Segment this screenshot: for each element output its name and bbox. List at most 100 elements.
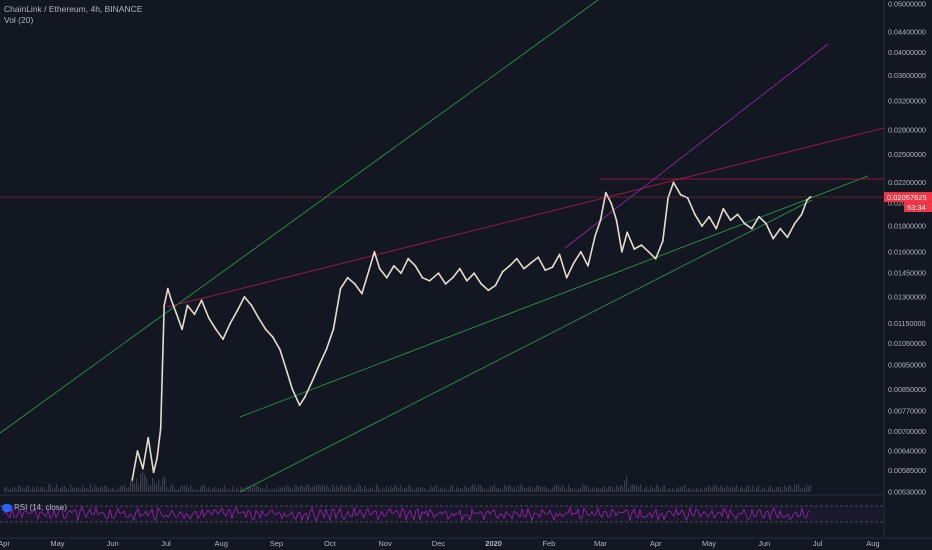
volume-bar [310, 487, 312, 492]
price-point [286, 371, 288, 373]
volume-bar [778, 487, 780, 492]
volume-bar [478, 484, 480, 492]
volume-bar [782, 489, 784, 492]
volume-bar [588, 486, 590, 492]
volume-legend[interactable]: Vol (20) [4, 15, 34, 25]
price-tick-label: 0.03200000 [888, 97, 926, 106]
volume-bar [128, 487, 130, 492]
volume-bar [222, 488, 224, 492]
volume-bar [192, 488, 194, 492]
volume-bar [98, 488, 100, 492]
price-point [537, 256, 540, 259]
price-tick-label: 0.01600000 [888, 247, 926, 256]
volume-bar [12, 487, 14, 492]
rsi-legend[interactable]: RSI (14, close) [2, 503, 67, 512]
volume-bar [766, 489, 768, 492]
volume-bar [114, 489, 116, 492]
volume-bar [584, 485, 586, 492]
volume-bar [520, 484, 522, 492]
volume-bar [526, 487, 528, 492]
price-point [264, 328, 267, 331]
volume-bar [612, 487, 614, 492]
volume-bar [524, 487, 526, 492]
volume-bar [266, 484, 268, 492]
volume-bar [322, 484, 324, 492]
volume-bar [216, 489, 218, 492]
symbol-title[interactable]: ChainLink / Ethereum, 4h, BINANCE [4, 4, 143, 14]
price-point [594, 235, 596, 237]
volume-bar [586, 486, 588, 492]
price-point [686, 197, 689, 199]
volume-bar [74, 488, 76, 492]
price-point [615, 219, 618, 222]
price-tick-label: 0.00850000 [888, 385, 926, 394]
volume-bar [226, 489, 228, 492]
time-tick-label: Apr [0, 539, 10, 548]
volume-bar [708, 485, 710, 492]
volume-bar [90, 484, 92, 492]
price-point [800, 213, 803, 216]
volume-bar [402, 488, 404, 492]
volume-bar [236, 487, 238, 492]
volume-bar [376, 484, 378, 492]
price-point [604, 191, 607, 194]
volume-bar [608, 486, 610, 492]
volume-bar [500, 488, 502, 492]
price-tick-label: 0.02500000 [888, 150, 926, 159]
volume-bar [388, 488, 390, 492]
price-point [156, 457, 159, 459]
volume-bar [418, 488, 420, 492]
volume-bar [82, 485, 84, 492]
price-point [772, 237, 775, 240]
volume-bar [756, 487, 758, 492]
volume-bar [104, 485, 106, 492]
volume-bar [510, 485, 512, 492]
volume-bar [514, 486, 516, 492]
volume-bar [108, 489, 110, 492]
price-tick-label: 0.00585000 [888, 466, 926, 475]
support-trend-line-upper [239, 175, 869, 418]
volume-bar [166, 487, 168, 492]
upper-channel-line [0, 0, 599, 434]
volume-bar [664, 485, 666, 492]
volume-bar [454, 489, 456, 492]
volume-bar [512, 488, 514, 492]
volume-bar [198, 489, 200, 492]
rsi-icon [2, 503, 12, 512]
volume-bar [140, 473, 142, 492]
time-tick-label: Dec [432, 539, 446, 548]
price-point [142, 467, 144, 470]
volume-bar [50, 484, 52, 492]
volume-bar [606, 488, 608, 492]
volume-bar [610, 486, 612, 492]
volume-bar [810, 484, 812, 492]
volume-bar [678, 487, 680, 492]
price-point [243, 296, 246, 298]
volume-bar [470, 486, 472, 492]
volume-bar [420, 487, 422, 492]
time-axis[interactable]: Apr May Jun Jul Aug Sep Oct Nov Dec 2020 Feb Mar Apr… [0, 539, 880, 548]
volume-bar [96, 487, 98, 492]
volume-bar [136, 478, 138, 492]
current-price-label: 0.02057625 [887, 193, 927, 202]
resistance-trend-line [166, 127, 885, 308]
volume-bar [628, 488, 630, 492]
volume-bar [18, 484, 20, 492]
volume-bar [292, 489, 294, 492]
price-point [722, 207, 725, 210]
volume-bar [542, 486, 544, 492]
price-point [368, 269, 370, 272]
price-point [193, 313, 196, 316]
price-tick-label: 0.01150000 [888, 319, 925, 328]
volume-bar [254, 484, 256, 492]
price-tick-label: 0.01300000 [888, 292, 926, 301]
volume-bar [354, 487, 356, 492]
price-point [750, 227, 753, 230]
volume-bar [290, 487, 292, 492]
volume-bar [234, 489, 236, 492]
price-point [175, 313, 178, 316]
volume-bar [486, 488, 488, 492]
volume-bar [22, 487, 24, 492]
